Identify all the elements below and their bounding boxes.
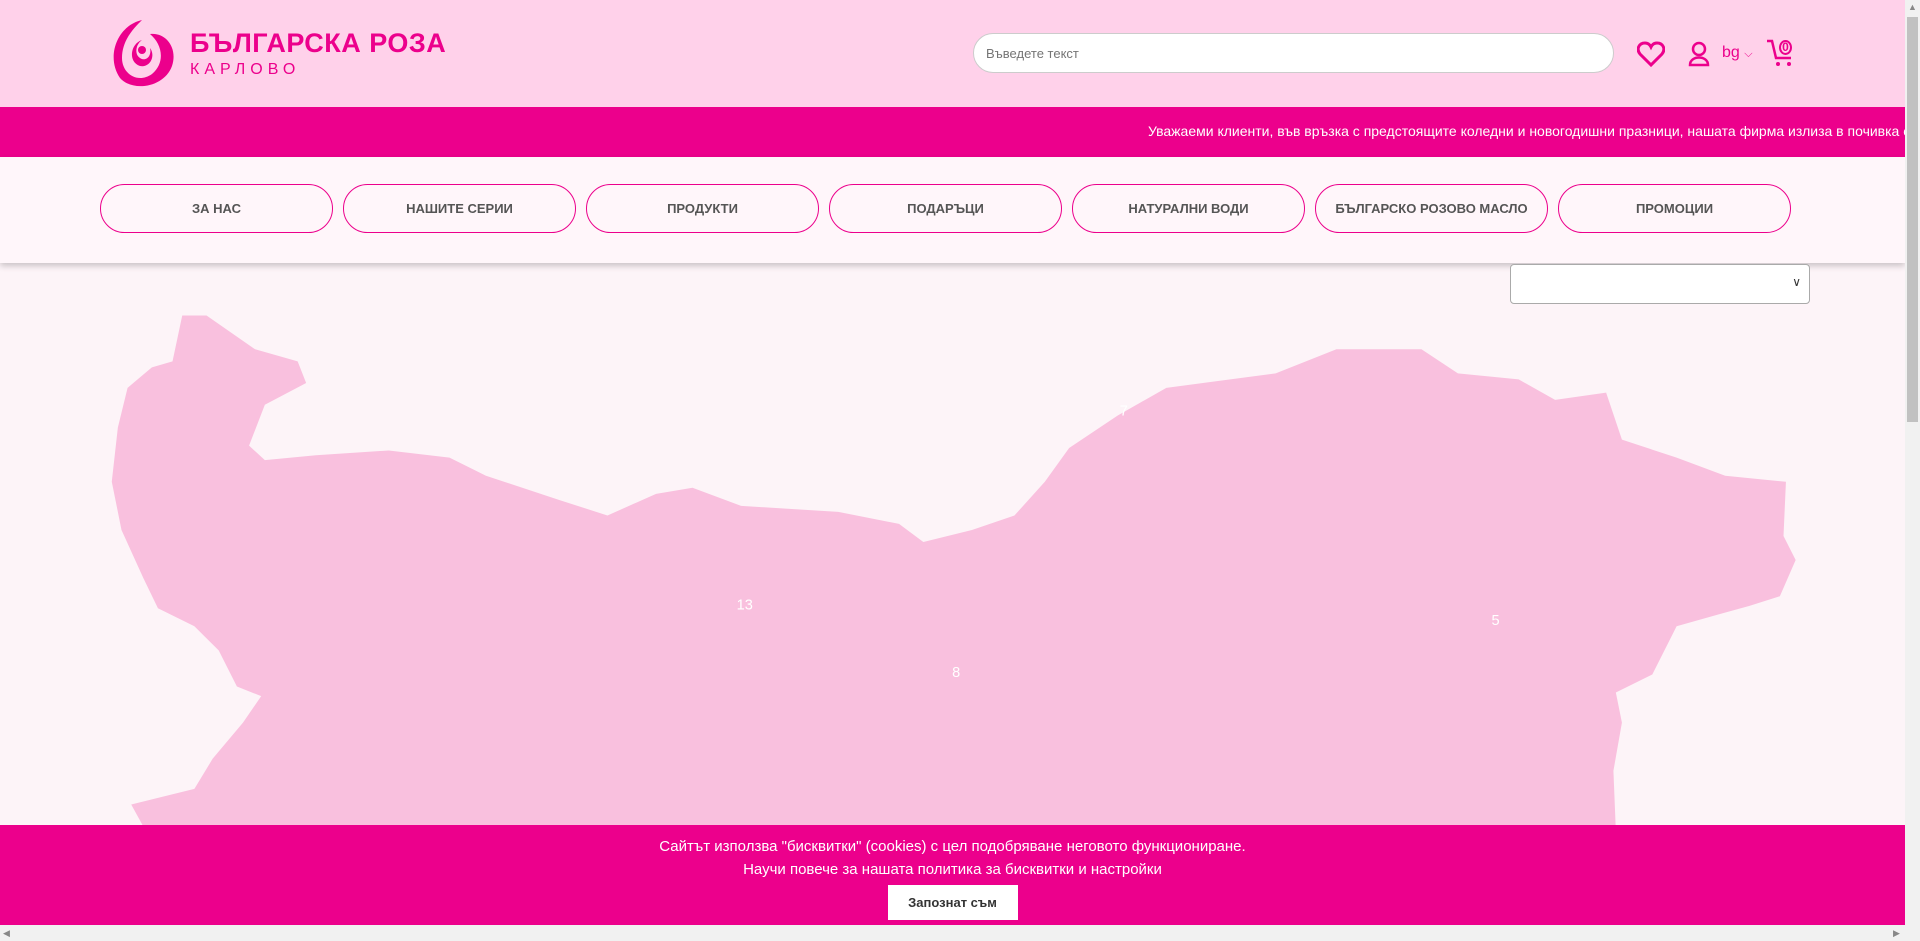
cart-count-badge: 0 [1779, 40, 1792, 55]
logo-title: БЪЛГАРСКА РОЗА [190, 27, 447, 58]
language-selector[interactable]: bg ⌵ [1722, 44, 1753, 62]
site-header: БЪЛГАРСКА РОЗА КАРЛОВО bg ⌵ 0 [0, 0, 1905, 107]
nav-about[interactable]: ЗА НАС [100, 184, 333, 233]
map-label: 5 [1492, 613, 1500, 629]
chevron-down-icon: ∨ [1792, 275, 1801, 289]
vertical-scrollbar[interactable]: ▲ [1905, 0, 1920, 925]
nav-rose-oil[interactable]: БЪЛГАРСКО РОЗОВО МАСЛО [1315, 184, 1548, 233]
chevron-down-icon: ⌵ [1744, 48, 1753, 60]
nav-natural-waters[interactable]: НАТУРАЛНИ ВОДИ [1072, 184, 1305, 233]
map-region-shape[interactable] [111, 315, 1796, 832]
scroll-left-icon[interactable]: ◀ [3, 928, 10, 938]
rose-logo-icon [113, 20, 174, 87]
heart-icon[interactable] [1637, 41, 1665, 67]
map-label: 13 [737, 597, 753, 613]
accept-cookies-button[interactable]: Запознат съм [887, 885, 1018, 920]
bulgaria-map: 7 13 5 8 [111, 315, 1796, 832]
logo[interactable]: БЪЛГАРСКА РОЗА КАРЛОВО [106, 18, 446, 88]
language-label: bg [1722, 44, 1740, 61]
user-icon[interactable] [1688, 41, 1710, 67]
main-nav: ЗА НАС НАШИТЕ СЕРИИ ПРОДУКТИ ПОДАРЪЦИ НА… [0, 157, 1905, 263]
announcement-banner: Уважаеми клиенти, във връзка с предстоящ… [0, 107, 1905, 157]
nav-products[interactable]: ПРОДУКТИ [586, 184, 819, 233]
cookie-banner: Сайтът използва "бисквитки" (cookies) с … [0, 825, 1905, 925]
nav-promotions[interactable]: ПРОМОЦИИ [1558, 184, 1791, 233]
map-label: 7 [1120, 404, 1128, 420]
cookie-text: Сайтът използва "бисквитки" (cookies) с … [659, 838, 1246, 855]
cart-button[interactable]: 0 [1766, 38, 1796, 68]
horizontal-scrollbar[interactable]: ◀ ▶ [0, 925, 1920, 941]
region-select[interactable]: ∨ [1510, 264, 1810, 304]
map-label: 8 [952, 665, 960, 681]
search-input[interactable] [973, 33, 1614, 73]
announcement-text: Уважаеми клиенти, във връзка с предстоящ… [1148, 123, 1905, 139]
cart-icon [1767, 39, 1791, 66]
cookie-policy-link[interactable]: Научи повече за нашата политика за бискв… [743, 861, 1162, 878]
scroll-up-icon[interactable]: ▲ [1908, 2, 1917, 12]
logo-subtitle: КАРЛОВО [190, 60, 301, 78]
scrollbar-thumb[interactable] [1907, 17, 1918, 422]
nav-gifts[interactable]: ПОДАРЪЦИ [829, 184, 1062, 233]
scroll-right-icon[interactable]: ▶ [1893, 928, 1900, 938]
nav-series[interactable]: НАШИТЕ СЕРИИ [343, 184, 576, 233]
